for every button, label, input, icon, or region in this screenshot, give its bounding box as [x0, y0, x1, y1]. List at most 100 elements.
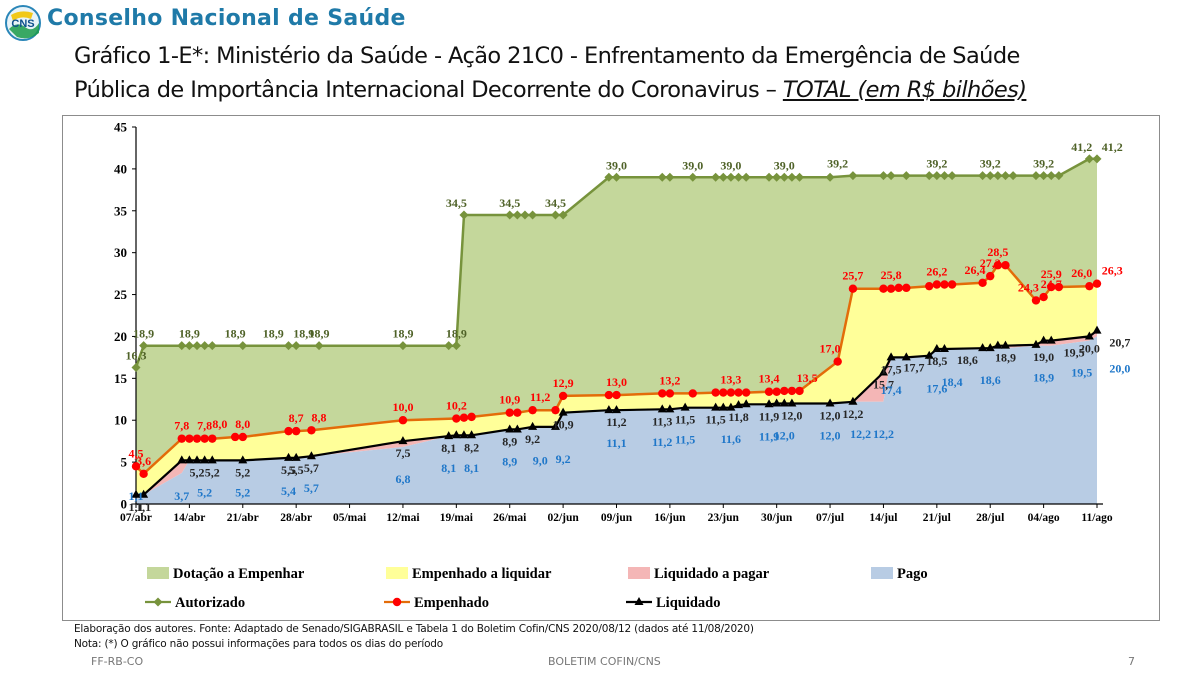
- data-label-liquidado: 5,2: [205, 465, 220, 479]
- x-tick-label: 14/abr: [173, 512, 205, 524]
- point-autorizado: [1000, 171, 1010, 181]
- point-empenhado: [665, 389, 675, 398]
- data-label-autorizado: 39,2: [827, 157, 848, 171]
- data-label-autorizado: 18,9: [446, 327, 467, 341]
- data-label-liquidado: 11,8: [728, 410, 748, 424]
- point-liquidado: [398, 436, 408, 445]
- point-liquidado: [680, 402, 690, 411]
- data-label-empenhado: 24,3: [1018, 280, 1039, 294]
- point-liquidado: [726, 402, 736, 411]
- data-label-empenhado: 27,2: [980, 256, 1001, 270]
- data-label-pago: 5,4: [281, 484, 296, 498]
- point-empenhado: [284, 426, 293, 436]
- point-liquidado: [306, 451, 316, 460]
- data-label-autorizado: 34,5: [499, 196, 520, 210]
- data-label-empenhado: 25,8: [881, 268, 902, 282]
- point-liquidado: [558, 407, 568, 416]
- point-empenhado: [513, 408, 522, 417]
- data-label-empenhado: 11,2: [530, 390, 550, 404]
- point-empenhado: [192, 434, 202, 443]
- point-empenhado: [1001, 261, 1010, 270]
- x-tick-label: 07/abr: [120, 512, 152, 524]
- line-liquidado: [136, 329, 1098, 496]
- point-autorizado: [1046, 171, 1056, 181]
- y-tick-label: 0: [121, 497, 128, 512]
- legend-label-empenhado-a-liquidar: Empenhado a liquidar: [412, 566, 552, 582]
- point-liquidado: [878, 367, 888, 376]
- point-autorizado: [718, 172, 728, 182]
- data-label-pago: 5,2: [235, 485, 250, 499]
- legend-swatch-dotacao: [147, 567, 169, 579]
- data-label-liquidado: 20,0: [1079, 341, 1100, 355]
- y-tick-label: 40: [114, 161, 127, 176]
- point-liquidado: [1084, 331, 1094, 340]
- data-label-liquidado: 1,1: [129, 500, 144, 514]
- period-note: Nota: (*) O gráfico não possui informaçõ…: [74, 638, 443, 650]
- point-liquidado: [734, 400, 744, 409]
- point-empenhado: [185, 434, 194, 443]
- data-label-autorizado: 18,9: [392, 327, 413, 341]
- x-tick-label: 05/mai: [333, 512, 367, 524]
- point-empenhado: [780, 386, 789, 396]
- x-tick-label: 11/ago: [1081, 512, 1113, 524]
- area-dotacao-a-empenhar: [136, 158, 1097, 474]
- legend-label-empenhado: Empenhado: [414, 595, 489, 611]
- point-autorizado: [1008, 171, 1018, 181]
- point-autorizado: [520, 210, 530, 220]
- legend-label-pago: Pago: [897, 566, 928, 582]
- point-liquidado: [779, 398, 789, 407]
- point-liquidado: [467, 430, 477, 439]
- data-label-empenhado: 24,7: [1041, 277, 1062, 291]
- point-liquidado: [200, 455, 210, 464]
- data-label-autorizado: 39,0: [720, 158, 741, 172]
- point-autorizado: [550, 210, 560, 220]
- data-label-pago: 9,0: [533, 454, 548, 468]
- point-autorizado: [711, 172, 721, 182]
- point-liquidado: [711, 402, 721, 411]
- data-label-autorizado: 18,9: [133, 327, 154, 341]
- point-liquidado: [291, 452, 301, 461]
- legend-label-autorizado: Autorizado: [175, 595, 245, 611]
- point-empenhado: [902, 283, 911, 293]
- data-label-autorizado: 39,2: [926, 157, 947, 171]
- point-autorizado: [978, 171, 988, 181]
- point-autorizado: [657, 172, 667, 182]
- data-label-autorizado: 34,5: [446, 196, 467, 210]
- point-autorizado: [512, 210, 522, 220]
- data-label-liquidado: 18,9: [995, 351, 1016, 365]
- point-autorizado: [932, 171, 942, 181]
- point-autorizado: [207, 341, 217, 351]
- point-liquidado: [459, 430, 469, 439]
- x-tick-label: 04/ago: [1028, 512, 1060, 524]
- y-tick-label: 15: [114, 371, 128, 386]
- point-empenhado: [1085, 281, 1094, 291]
- data-label-autorizado: 18,9: [225, 327, 246, 341]
- data-label-empenhado: 13,4: [759, 372, 780, 386]
- data-label-liquidado: 5,2: [235, 465, 250, 479]
- page-number: 7: [1128, 655, 1135, 668]
- area-pago: [136, 336, 1097, 504]
- point-liquidado: [901, 352, 911, 361]
- point-empenhado: [528, 405, 537, 415]
- point-empenhado: [741, 388, 751, 397]
- data-label-autorizado: 39,2: [980, 157, 1001, 171]
- x-tick-label: 14/jul: [869, 512, 897, 524]
- point-empenhado: [1047, 282, 1056, 292]
- point-autorizado: [764, 172, 774, 182]
- point-autorizado: [528, 210, 538, 220]
- point-autorizado: [825, 172, 835, 182]
- point-autorizado: [665, 172, 675, 182]
- point-liquidado: [451, 430, 461, 439]
- point-liquidado: [604, 405, 614, 414]
- data-label-pago: 8,9: [502, 454, 517, 468]
- point-empenhado: [940, 280, 949, 289]
- point-liquidado: [939, 344, 949, 353]
- x-tick-label: 19/mai: [440, 512, 474, 524]
- data-label-pago: 5,7: [304, 481, 319, 495]
- point-liquidado: [764, 399, 774, 408]
- y-tick-label: 10: [114, 413, 127, 428]
- data-label-empenhado: 26,0: [1071, 266, 1092, 280]
- point-autorizado: [612, 172, 621, 182]
- point-autorizado: [726, 172, 736, 182]
- point-empenhado: [238, 432, 247, 442]
